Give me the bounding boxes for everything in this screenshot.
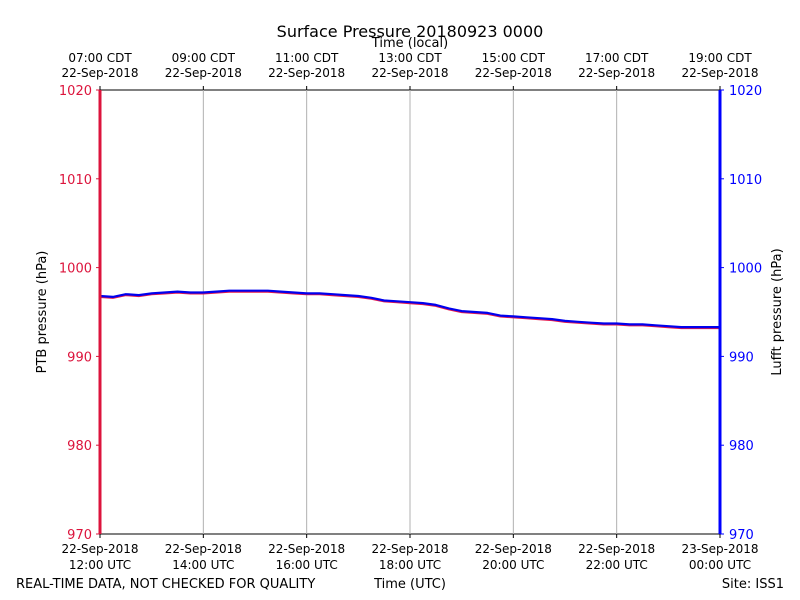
- left-tick-label: 990: [67, 350, 92, 365]
- quality-note: REAL-TIME DATA, NOT CHECKED FOR QUALITY: [16, 577, 315, 592]
- left-tick-label: 1010: [59, 173, 92, 188]
- left-y-axis: 970 980 990 1000 1010 1020: [59, 84, 102, 543]
- top-tick-date: 22-Sep-2018: [681, 66, 758, 80]
- bottom-tick-date: 22-Sep-2018: [165, 542, 242, 556]
- top-tick-time: 19:00 CDT: [688, 51, 752, 65]
- bottom-tick-date: 22-Sep-2018: [371, 542, 448, 556]
- chart-title: Surface Pressure 20180923 0000: [277, 22, 544, 41]
- top-tick-time: 07:00 CDT: [68, 51, 132, 65]
- top-tick-time: 15:00 CDT: [482, 51, 546, 65]
- bottom-tick-date: 23-Sep-2018: [681, 542, 758, 556]
- top-tick-time: 11:00 CDT: [275, 51, 339, 65]
- series-line-lufft: [99, 289, 720, 329]
- left-y-axis-label: PTB pressure (hPa): [35, 251, 50, 374]
- bottom-x-axis: 22-Sep-2018 12:00 UTC 22-Sep-2018 14:00 UTC…: [61, 534, 759, 572]
- bottom-tick-time: 12:00 UTC: [69, 558, 131, 572]
- left-tick-label: 1000: [59, 262, 92, 277]
- top-tick-date: 22-Sep-2018: [165, 66, 242, 80]
- bottom-tick-time: 20:00 UTC: [482, 558, 544, 572]
- top-axis-label: Time (local): [371, 36, 448, 51]
- left-tick-label: 970: [67, 528, 92, 543]
- bottom-tick-time: 22:00 UTC: [586, 558, 648, 572]
- bottom-tick-time: 18:00 UTC: [379, 558, 441, 572]
- site-label: Site: ISS1: [722, 577, 784, 592]
- left-tick-label: 980: [67, 439, 92, 454]
- bottom-tick-date: 22-Sep-2018: [475, 542, 552, 556]
- right-tick-label: 990: [729, 350, 754, 365]
- top-tick-date: 22-Sep-2018: [61, 66, 138, 80]
- top-tick-time: 13:00 CDT: [378, 51, 442, 65]
- bottom-tick-date: 22-Sep-2018: [578, 542, 655, 556]
- right-tick-label: 1000: [729, 262, 762, 277]
- right-y-axis: 970 980 990 1000 1010 1020: [718, 84, 762, 543]
- top-tick-time: 09:00 CDT: [172, 51, 236, 65]
- right-y-axis-label: Lufft pressure (hPa): [770, 248, 785, 375]
- top-tick-date: 22-Sep-2018: [268, 66, 345, 80]
- grid-lines: [202, 90, 618, 534]
- left-tick-label: 1020: [59, 84, 92, 99]
- top-tick-date: 22-Sep-2018: [371, 66, 448, 80]
- right-tick-label: 1020: [729, 84, 762, 99]
- right-tick-label: 970: [729, 528, 754, 543]
- bottom-axis-label: Time (UTC): [373, 577, 446, 592]
- top-tick-date: 22-Sep-2018: [578, 66, 655, 80]
- bottom-tick-date: 22-Sep-2018: [268, 542, 345, 556]
- top-tick-time: 17:00 CDT: [585, 51, 649, 65]
- series-layer: [99, 289, 720, 330]
- bottom-tick-time: 00:00 UTC: [689, 558, 751, 572]
- bottom-tick-date: 22-Sep-2018: [61, 542, 138, 556]
- right-tick-label: 980: [729, 439, 754, 454]
- bottom-tick-time: 16:00 UTC: [276, 558, 338, 572]
- right-tick-label: 1010: [729, 173, 762, 188]
- bottom-tick-time: 14:00 UTC: [172, 558, 234, 572]
- top-tick-date: 22-Sep-2018: [475, 66, 552, 80]
